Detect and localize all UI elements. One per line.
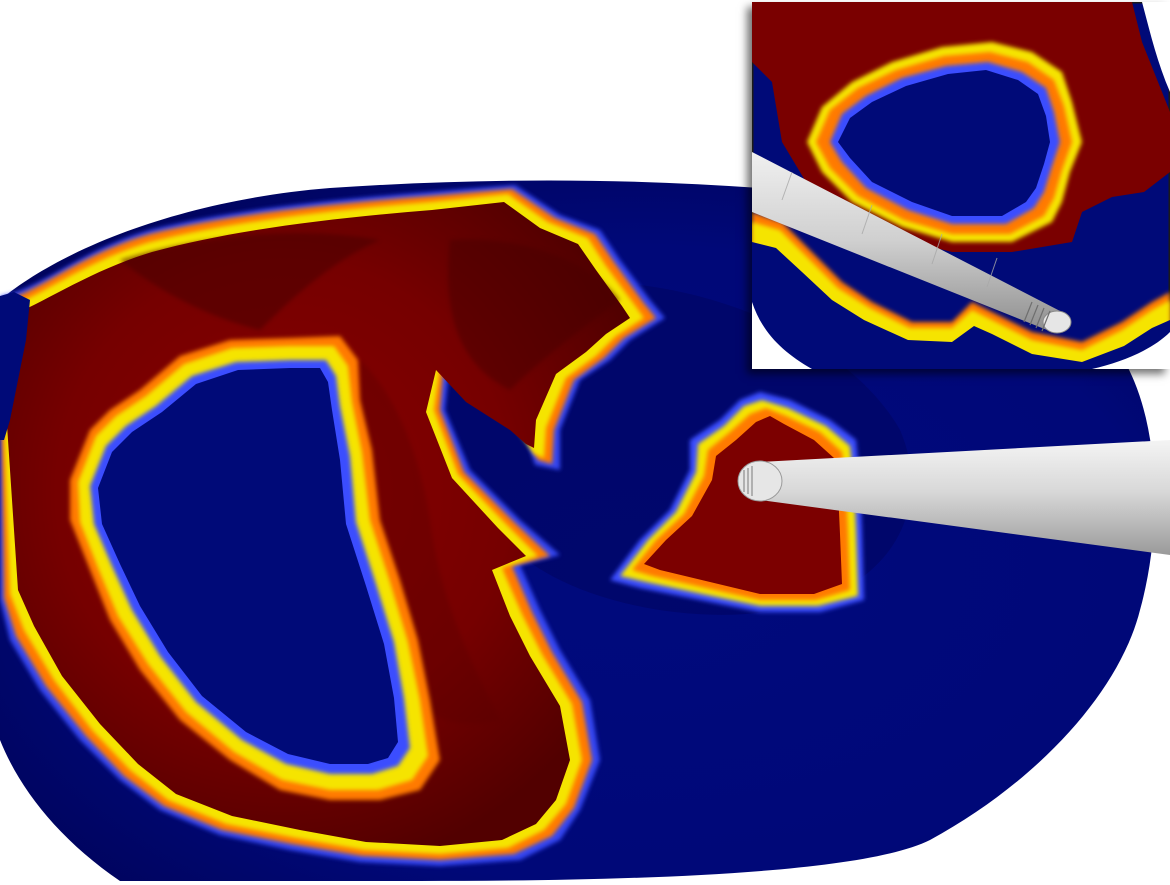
- catheter-icon[interactable]: [752, 152, 1072, 334]
- catheter-tip-electrodes-icon: [1023, 301, 1051, 332]
- edge-notch: [0, 292, 30, 440]
- scar-region-right: [610, 392, 864, 612]
- catheter-icon[interactable]: [737, 440, 1170, 555]
- zoom-inset-view[interactable]: [752, 2, 1170, 369]
- catheter-tip-electrodes-icon: [743, 466, 753, 496]
- inset-healthy-island: [838, 70, 1050, 216]
- healthy-island-left: [70, 336, 440, 800]
